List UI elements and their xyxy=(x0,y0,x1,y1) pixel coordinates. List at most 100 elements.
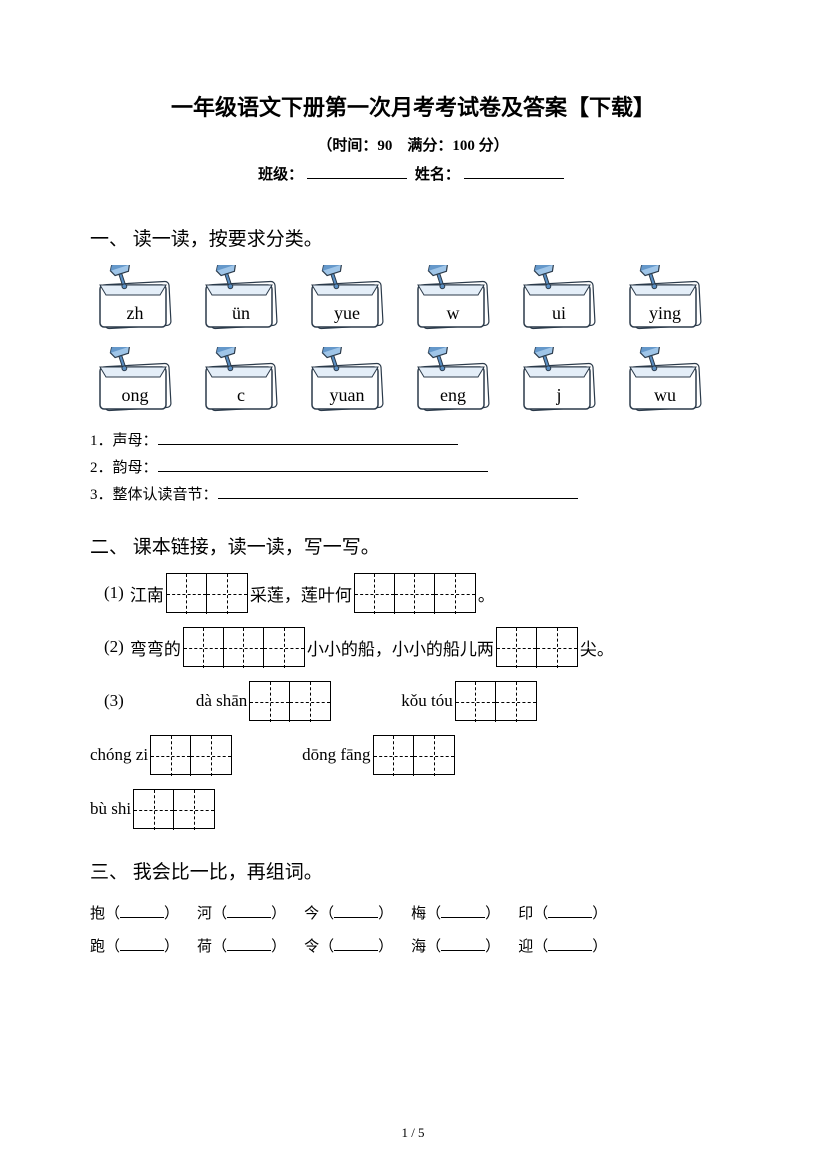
tianzige-box[interactable] xyxy=(496,627,578,667)
char: 荷 xyxy=(197,931,212,964)
char-pair: 印（） xyxy=(518,898,607,931)
char: 河 xyxy=(197,898,212,931)
pinyin-card-text: ui xyxy=(518,303,600,324)
pinyin-card: eng xyxy=(412,347,494,413)
char-pair: 迎（） xyxy=(518,931,607,964)
row-label: (1) xyxy=(104,583,124,603)
q1-label: 1．声母： xyxy=(90,433,158,449)
section1-heading: 一、 读一读，按要求分类。 xyxy=(90,224,736,251)
word-blank[interactable] xyxy=(120,940,164,951)
pinyin-row-2: ong c yuan xyxy=(90,347,736,413)
section3-grid: 抱（）河（）今（）梅（）印（）跑（）荷（）令（）海（）迎（） xyxy=(90,898,736,964)
pinyin-item: dōng fāng xyxy=(302,735,454,775)
section2-pair-row: chóng zi dōng fāng xyxy=(90,735,736,775)
pinyin-card-text: ong xyxy=(94,385,176,406)
char: 迎 xyxy=(518,931,533,964)
char-pair: 抱（） xyxy=(90,898,179,931)
word-blank[interactable] xyxy=(227,940,271,951)
pinyin-card-text: eng xyxy=(412,385,494,406)
word-blank[interactable] xyxy=(334,940,378,951)
student-info-row: 班级： 姓名： xyxy=(90,163,736,184)
tianzige-box[interactable] xyxy=(455,681,537,721)
class-label: 班级： xyxy=(258,167,303,183)
char-pair: 河（） xyxy=(197,898,286,931)
pinyin-card-text: c xyxy=(200,385,282,406)
word-blank[interactable] xyxy=(548,907,592,918)
pinyin-card: yuan xyxy=(306,347,388,413)
pinyin-card-text: ün xyxy=(200,303,282,324)
q2-line: 2．韵母： xyxy=(90,456,736,477)
char-pair: 梅（） xyxy=(411,898,500,931)
pinyin-card: ying xyxy=(624,265,706,331)
section2-row: (1)江南采莲，莲叶何。 xyxy=(90,573,736,613)
char: 令 xyxy=(304,931,319,964)
word-blank[interactable] xyxy=(334,907,378,918)
section2-body: (1)江南采莲，莲叶何。(2)弯弯的小小的船，小小的船儿两尖。(3)dà shā… xyxy=(90,573,736,829)
pinyin-card-text: yue xyxy=(306,303,388,324)
q2-label: 2．韵母： xyxy=(90,460,158,476)
pinyin-item: bù shi xyxy=(90,789,215,829)
page: 一年级语文下册第一次月考考试卷及答案【下载】 （时间：90 满分：100 分） … xyxy=(0,0,826,1169)
pinyin-label: kǒu tóu xyxy=(401,691,452,711)
q1-blank[interactable] xyxy=(158,433,458,445)
row-text: 弯弯的 xyxy=(130,635,181,660)
pinyin-card: ui xyxy=(518,265,600,331)
pinyin-card: wu xyxy=(624,347,706,413)
name-blank[interactable] xyxy=(464,165,564,179)
q1-line: 1．声母： xyxy=(90,429,736,450)
q3-label: 3．整体认读音节： xyxy=(90,487,218,503)
q2-blank[interactable] xyxy=(158,460,488,472)
section3-row: 抱（） 河（） 今（） 梅（） 印（） xyxy=(90,898,736,931)
name-label: 姓名： xyxy=(415,167,460,183)
pinyin-label: dà shān xyxy=(196,691,247,711)
word-blank[interactable] xyxy=(548,940,592,951)
section2-heading: 二、 课本链接，读一读，写一写。 xyxy=(90,532,736,559)
pinyin-label: dōng fāng xyxy=(302,745,370,765)
doc-title: 一年级语文下册第一次月考考试卷及答案【下载】 xyxy=(90,90,736,122)
word-blank[interactable] xyxy=(441,940,485,951)
char-pair: 令（） xyxy=(304,931,393,964)
pinyin-item: dà shān xyxy=(196,681,331,721)
pinyin-card-text: w xyxy=(412,303,494,324)
class-blank[interactable] xyxy=(307,165,407,179)
pinyin-card-text: zh xyxy=(94,303,176,324)
pinyin-card: ong xyxy=(94,347,176,413)
pinyin-row-1: zh ün yue xyxy=(90,265,736,331)
pinyin-card-text: wu xyxy=(624,385,706,406)
tianzige-box[interactable] xyxy=(150,735,232,775)
pinyin-card: c xyxy=(200,347,282,413)
row-text: 。 xyxy=(478,581,495,606)
pinyin-card: yue xyxy=(306,265,388,331)
char: 海 xyxy=(411,931,426,964)
char: 梅 xyxy=(411,898,426,931)
word-blank[interactable] xyxy=(441,907,485,918)
section2-pair-row: bù shi xyxy=(90,789,736,829)
q3-blank[interactable] xyxy=(218,487,578,499)
tianzige-box[interactable] xyxy=(354,573,476,613)
pinyin-card: w xyxy=(412,265,494,331)
tianzige-box[interactable] xyxy=(133,789,215,829)
tianzige-box[interactable] xyxy=(373,735,455,775)
word-blank[interactable] xyxy=(120,907,164,918)
pinyin-item: chóng zi xyxy=(90,735,232,775)
section3-row: 跑（）荷（）令（）海（）迎（） xyxy=(90,931,736,964)
page-number: 1 / 5 xyxy=(0,1125,826,1141)
char-pair: 跑（） xyxy=(90,931,179,964)
char-pair: 海（） xyxy=(411,931,500,964)
word-blank[interactable] xyxy=(227,907,271,918)
row-text: 小小的船，小小的船儿两 xyxy=(307,635,494,660)
pinyin-card-text: ying xyxy=(624,303,706,324)
pinyin-card: j xyxy=(518,347,600,413)
pinyin-card: ün xyxy=(200,265,282,331)
pinyin-card-text: yuan xyxy=(306,385,388,406)
pinyin-item: kǒu tóu xyxy=(401,681,536,721)
tianzige-box[interactable] xyxy=(249,681,331,721)
char-pair: 今（） xyxy=(304,898,393,931)
section3-heading: 三、 我会比一比，再组词。 xyxy=(90,857,736,884)
row-label: (2) xyxy=(104,637,124,657)
tianzige-box[interactable] xyxy=(166,573,248,613)
pinyin-label: chóng zi xyxy=(90,745,148,765)
tianzige-box[interactable] xyxy=(183,627,305,667)
char: 今 xyxy=(304,898,319,931)
row-label: (3) xyxy=(104,691,124,711)
